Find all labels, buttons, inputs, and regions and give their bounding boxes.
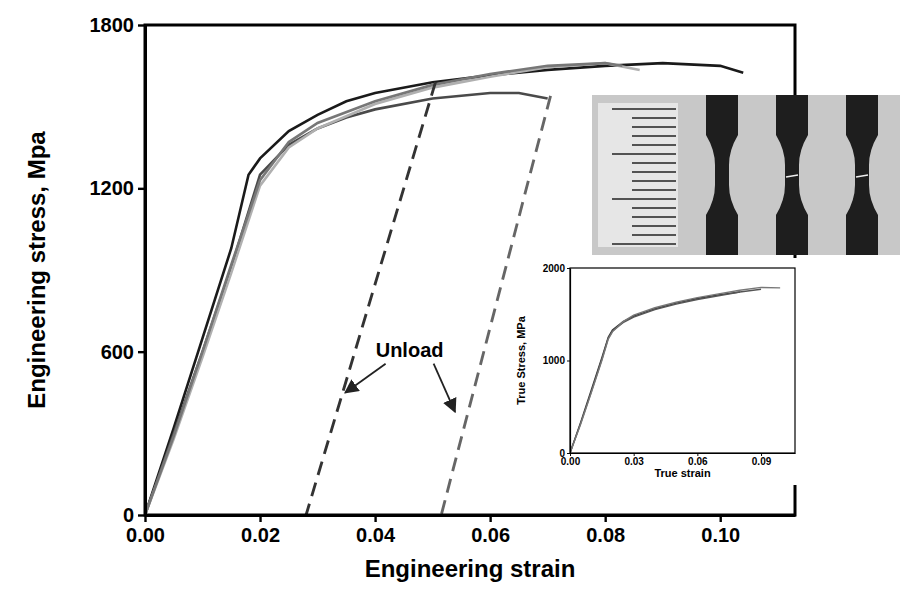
plot-area xyxy=(570,287,780,453)
ruler-tick xyxy=(612,153,676,155)
x-tick-label: 0.03 xyxy=(624,456,644,467)
x-axis-title: Engineering strain xyxy=(365,555,576,582)
ruler-tick xyxy=(632,180,676,182)
ruler-tick xyxy=(632,171,676,173)
annotation-arrow xyxy=(434,364,455,412)
annotation-arrow xyxy=(345,364,385,393)
y-tick-label: 0 xyxy=(559,448,565,459)
ruler-tick xyxy=(632,135,676,137)
ruler-tick xyxy=(632,162,676,164)
x-tick-label: 0.10 xyxy=(701,524,740,546)
x-tick: 0.06 xyxy=(688,453,708,467)
inset-background xyxy=(512,258,803,485)
ruler-tick xyxy=(632,144,676,146)
y-tick: 2000 xyxy=(543,263,570,274)
ruler-tick xyxy=(632,234,676,236)
y-tick: 0 xyxy=(123,504,145,526)
x-axis: 0.00 0.02 0.04 0.06 0.08 0.10 xyxy=(126,515,795,546)
x-tick: 0.02 xyxy=(241,515,280,546)
y-axis-title: True Stress, MPa xyxy=(515,315,527,405)
y-axis-title: Engineering stress, Mpa xyxy=(23,131,50,409)
curve xyxy=(145,93,548,515)
annotation-label: Unload xyxy=(376,339,444,361)
specimen xyxy=(776,95,808,255)
x-tick-label: 0.02 xyxy=(241,524,280,546)
curve xyxy=(570,287,780,453)
fracture xyxy=(786,175,798,177)
y-tick-label: 1800 xyxy=(90,14,135,36)
ruler-tick xyxy=(632,207,676,209)
y-tick-label: 600 xyxy=(101,341,134,363)
ruler-tick xyxy=(632,225,676,227)
ruler-tick xyxy=(632,216,676,218)
y-tick-label: 1000 xyxy=(543,355,566,366)
x-tick: 0.08 xyxy=(586,515,625,546)
ruler-tick xyxy=(632,126,676,128)
photo-background xyxy=(592,95,900,255)
x-tick: 0.04 xyxy=(356,515,396,546)
x-tick-label: 0.06 xyxy=(688,456,708,467)
x-tick: 0.10 xyxy=(701,515,740,546)
plot-frame xyxy=(570,268,795,453)
curve xyxy=(570,292,740,453)
x-tick: 0.03 xyxy=(624,453,644,467)
x-axis-title: True strain xyxy=(654,467,711,479)
y-tick-label: 0 xyxy=(123,504,134,526)
x-tick: 0.06 xyxy=(471,515,510,546)
ruler-tick xyxy=(612,198,676,200)
x-tick-label: 0.06 xyxy=(471,524,510,546)
y-tick: 1000 xyxy=(543,355,570,366)
y-tick-label: 2000 xyxy=(543,263,566,274)
x-tick-label: 0.09 xyxy=(752,456,772,467)
y-tick-label: 1200 xyxy=(90,177,135,199)
specimen xyxy=(706,95,738,255)
chart-root: 0.00 0.02 0.04 0.06 0.08 0.10 0 600 1200 1800 Engi… xyxy=(0,0,904,599)
y-axis: 0 600 1200 1800 xyxy=(90,14,146,526)
y-tick: 1800 xyxy=(90,14,146,36)
ruler-tick xyxy=(632,189,676,191)
x-tick-label: 0.00 xyxy=(126,524,165,546)
x-tick-label: 0.08 xyxy=(586,524,625,546)
ruler-tick xyxy=(612,243,676,245)
y-tick: 0 xyxy=(559,448,570,459)
fracture xyxy=(856,175,868,177)
inset-chart: 0.000.030.060.09010002000True strainTrue… xyxy=(512,258,803,485)
ruler-tick xyxy=(612,108,676,110)
x-tick-label: 0.04 xyxy=(356,524,396,546)
specimen-photo xyxy=(592,95,900,255)
specimen xyxy=(846,95,878,255)
y-tick: 600 xyxy=(101,341,145,363)
curve xyxy=(306,82,435,515)
y-axis: 0 1000 2000 xyxy=(543,263,571,459)
x-axis: 0.000.030.060.09 xyxy=(561,453,796,467)
ruler-tick xyxy=(632,117,676,119)
x-tick: 0.09 xyxy=(752,453,772,467)
y-tick: 1200 xyxy=(90,177,146,199)
ruler xyxy=(598,103,678,247)
